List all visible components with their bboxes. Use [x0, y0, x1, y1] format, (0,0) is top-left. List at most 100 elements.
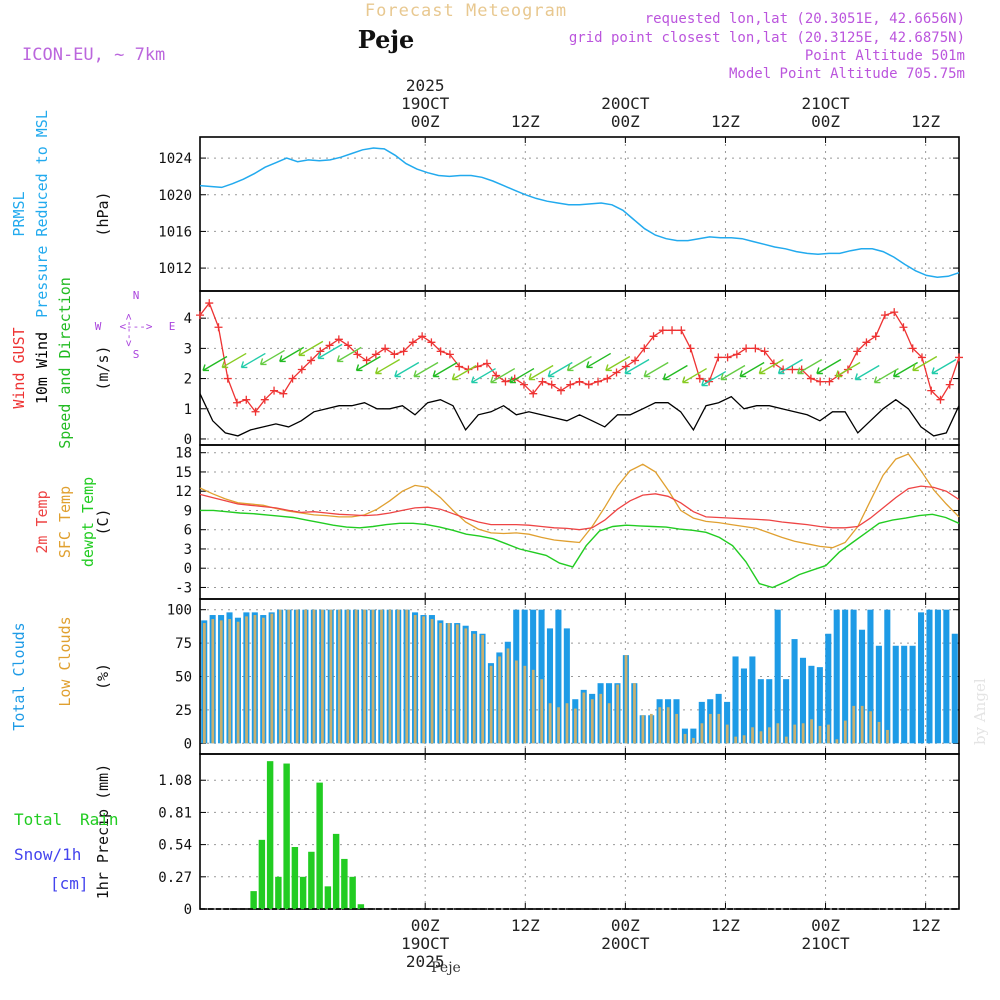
y-tick-label: 0.27 [158, 870, 192, 886]
x-top-label: 00Z [611, 112, 640, 131]
total-cloud-bar [690, 728, 697, 744]
total-cloud-bar [875, 645, 882, 744]
chart-title: Forecast Meteogram [365, 1, 567, 21]
legend-snow-unit: [cm] [50, 874, 89, 893]
gust-marker [584, 380, 593, 389]
low-cloud-bar [843, 720, 847, 744]
low-cloud-bar [321, 609, 324, 744]
low-cloud-bar [278, 609, 282, 744]
x-top-label: 12Z [911, 112, 940, 131]
low-cloud-bar [456, 624, 459, 744]
low-cloud-bar [768, 727, 771, 744]
low-cloud-bar [329, 609, 333, 744]
gust-marker [251, 407, 260, 416]
wind-direction-arrow [777, 358, 803, 375]
y-axis-label: (C) [94, 508, 112, 535]
x-bottom-label: 00Z [611, 916, 640, 935]
legend-gust: Wind GUST [10, 327, 28, 408]
total-cloud-bar [825, 633, 832, 744]
total-cloud-bar [749, 656, 756, 744]
low-cloud-bar [827, 724, 830, 744]
low-cloud-bar [531, 669, 535, 744]
wind-direction-arrow [931, 358, 957, 375]
gust-marker [816, 377, 825, 386]
compass-s: S [133, 348, 140, 361]
wind-direction-arrow [490, 367, 516, 384]
gust-marker [556, 386, 565, 395]
gust-marker [334, 335, 343, 344]
gust-marker [242, 395, 251, 404]
gust-marker [612, 368, 621, 377]
x-top-label: 12Z [711, 112, 740, 131]
gust-marker [714, 353, 723, 362]
x-bottom-label: 00Z [811, 916, 840, 935]
legend-prmsl: PRMSL [10, 191, 28, 236]
gust-marker [945, 380, 954, 389]
gust-marker [658, 326, 667, 335]
low-cloud-bar [717, 713, 721, 744]
total-cloud-bar [918, 612, 925, 744]
legend-10m-wind: 10m Wind [33, 332, 51, 404]
model-label: ICON-EU, ~ 7km [22, 45, 165, 65]
rain-bar [324, 886, 332, 909]
total-cloud-bar [926, 609, 933, 744]
wind-direction-arrow [892, 361, 918, 378]
wind-direction-arrow [566, 355, 592, 372]
low-cloud-bar [354, 609, 358, 744]
gust-marker [760, 347, 769, 356]
wind-direction-arrow [873, 367, 899, 384]
low-cloud-bar [666, 707, 670, 744]
x-bottom-label: 00Z [411, 916, 440, 935]
wind-direction-arrow [835, 361, 861, 378]
low-cloud-bar [337, 609, 341, 744]
rain-bar [258, 839, 266, 909]
gust-marker [594, 377, 603, 386]
total-cloud-bar [884, 609, 891, 744]
low-cloud-bar [658, 707, 662, 744]
compass-n: N [133, 289, 140, 302]
low-cloud-bar [439, 623, 442, 744]
low-cloud-bar [565, 703, 569, 744]
total-cloud-bar [732, 656, 739, 744]
compass-w: W [95, 320, 102, 333]
low-cloud-bar [498, 656, 501, 744]
gust-marker [455, 362, 464, 371]
legend-speed-direction: Speed and Direction [56, 277, 74, 449]
low-cloud-bar [219, 620, 223, 744]
rain-bar [299, 876, 307, 909]
wind-direction-arrow [547, 361, 573, 378]
low-cloud-bar [616, 684, 619, 744]
gridpoint-coords: grid point closest lon,lat (20.3125E, 42… [569, 30, 965, 46]
legend-pressure-msl: Pressure Reduced to MSL [33, 110, 51, 318]
x-bottom-label: 2025 [406, 952, 445, 971]
x-top-label: 12Z [511, 112, 540, 131]
low-cloud-bar [312, 609, 316, 744]
gust-marker [233, 398, 242, 407]
rain-bar [250, 891, 257, 909]
y-tick-label: 1016 [158, 224, 192, 240]
compass-rose: N W <---> E <---> S [95, 289, 176, 361]
total-cloud-bar [850, 609, 857, 744]
gust-marker [482, 359, 491, 368]
y-tick-label: 18 [175, 446, 192, 462]
gust-marker [575, 377, 584, 386]
y-tick-label: 1012 [158, 261, 192, 277]
rain-bar [349, 876, 356, 909]
wind-direction-arrow [355, 355, 381, 372]
wind-direction-arrow [624, 358, 650, 375]
total-cloud-bar [909, 645, 916, 744]
legend-total-clouds: Total Clouds [10, 622, 28, 730]
low-cloud-bar [270, 613, 274, 744]
y-tick-label: 1020 [158, 188, 192, 204]
y-axis-label: (%) [94, 663, 112, 690]
low-cloud-bar [295, 609, 299, 744]
y-axis-label: (hPa) [94, 191, 112, 236]
gust-marker [297, 365, 306, 374]
x-top-label: 2025 [406, 76, 445, 95]
low-cloud-bar [447, 623, 451, 744]
total-cloud-bar [808, 665, 815, 744]
wind-direction-arrow [298, 340, 324, 357]
low-cloud-bar [253, 615, 257, 744]
y-tick-label: 0 [184, 902, 192, 918]
gust-marker [853, 347, 862, 356]
